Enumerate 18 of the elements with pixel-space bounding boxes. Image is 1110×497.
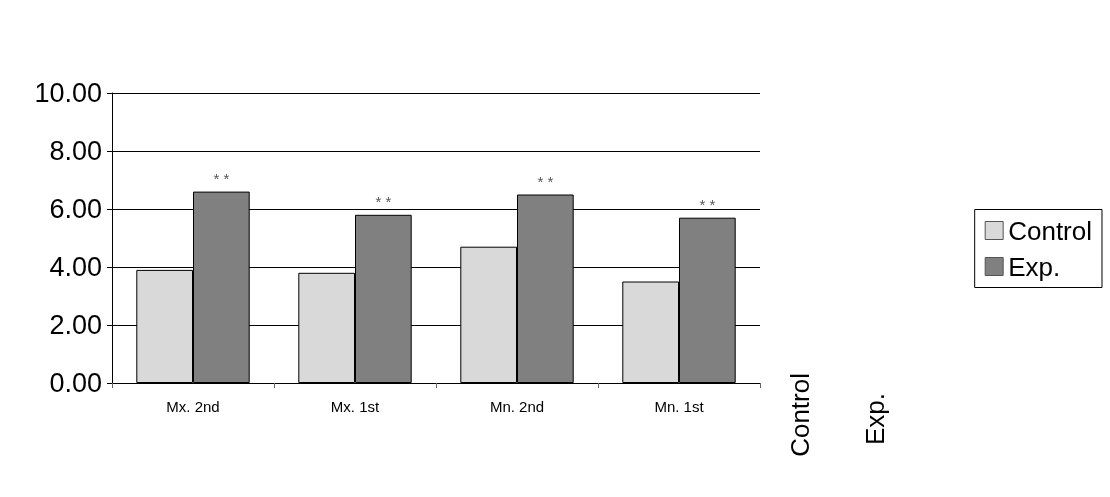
text: Control (785, 373, 815, 457)
y-tick-label: 2.00 (49, 310, 102, 340)
annotation: * * (537, 172, 554, 190)
legend-label: Exp. (1008, 251, 1061, 282)
x-tick-label: Mx. 2nd (166, 398, 220, 415)
y-tick-label: 10.00 (34, 78, 102, 108)
annotation: * * (375, 192, 392, 210)
y-tick-label: 6.00 (49, 194, 102, 224)
y-tick-label: 4.00 (49, 252, 102, 282)
annotation: * * (213, 169, 230, 187)
x-tick-label: Mn. 2nd (489, 398, 545, 415)
y-tick-label: 8.00 (49, 136, 102, 166)
x-tick-label: Mx. 1st (330, 398, 380, 415)
legend-label: Control (1008, 215, 1093, 246)
annotation: * * (699, 195, 716, 213)
text: Exp. (860, 393, 890, 446)
y-tick-label: 0.00 (49, 368, 102, 398)
x-tick-label: Mn. 1st (654, 398, 705, 415)
